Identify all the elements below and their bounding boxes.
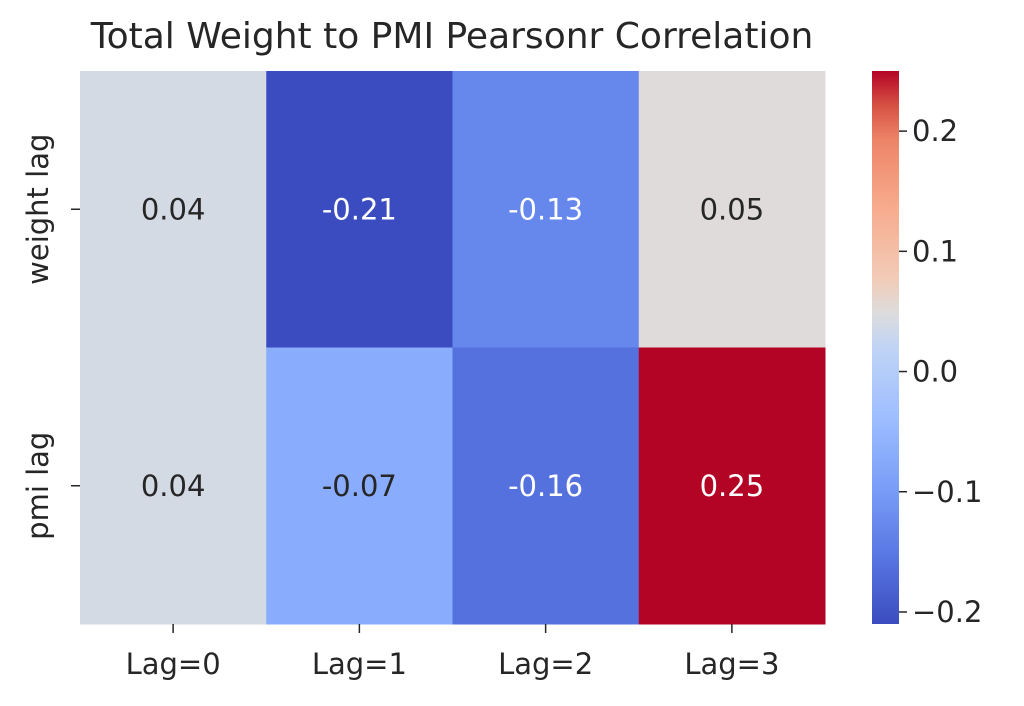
x-tick-label: Lag=0 — [126, 647, 221, 681]
x-tick-label: Lag=2 — [498, 647, 593, 681]
heatmap-cell — [638, 71, 826, 348]
heatmap-cell — [266, 347, 453, 625]
heatmap-cells: 0.04 -0.21 -0.13 0.05 0.04 -0.07 -0.16 0.25 — [80, 71, 826, 625]
colorbar-tick-label: 0.2 — [912, 114, 958, 148]
cell-value-label: -0.21 — [322, 192, 397, 226]
heatmap-cell — [452, 71, 640, 348]
y-tick-label: pmi lag — [21, 432, 55, 540]
heatmap-cell — [80, 71, 267, 348]
colorbar-tick-label: −0.2 — [912, 595, 982, 629]
heatmap-cell — [80, 347, 267, 625]
chart-title: Total Weight to PMI Pearsonr Correlation — [90, 16, 814, 57]
colorbar-tick-label: 0.0 — [912, 355, 958, 389]
colorbar — [872, 71, 899, 624]
colorbar-tick-label: −0.1 — [912, 475, 982, 509]
x-axis: Lag=0 Lag=1 Lag=2 Lag=3 — [126, 624, 779, 681]
cell-value-label: 0.04 — [141, 469, 206, 503]
cell-value-label: -0.07 — [322, 469, 397, 503]
x-tick-label: Lag=1 — [312, 647, 407, 681]
heatmap-cell — [638, 347, 826, 625]
cell-value-label: -0.16 — [508, 469, 583, 503]
cell-value-label: 0.25 — [700, 469, 765, 503]
y-axis: weight lag pmi lag — [21, 134, 80, 540]
cell-value-label: -0.13 — [508, 192, 583, 226]
cell-value-label: 0.05 — [700, 192, 765, 226]
cell-value-label: 0.04 — [141, 192, 206, 226]
heatmap-cell — [266, 71, 453, 348]
x-tick-label: Lag=3 — [684, 647, 779, 681]
heatmap-cell — [452, 347, 640, 625]
colorbar-tick-label: 0.1 — [912, 234, 958, 268]
colorbar-axis: 0.2 0.1 0.0 −0.1 −0.2 — [899, 114, 982, 629]
y-tick-label: weight lag — [21, 134, 55, 285]
